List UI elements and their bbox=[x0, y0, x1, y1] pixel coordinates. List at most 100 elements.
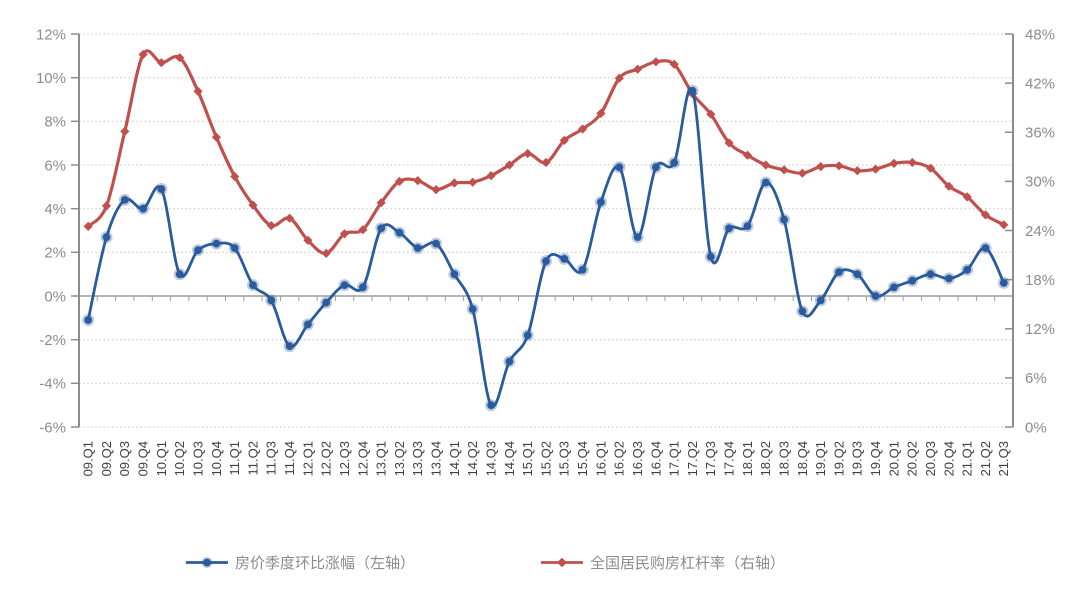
price-qoq-point-marker bbox=[816, 296, 825, 305]
leverage-ratio-point-marker bbox=[852, 166, 862, 176]
x-axis-tick-label: 10.Q1 bbox=[154, 441, 169, 476]
price-qoq-series-line bbox=[86, 87, 1006, 408]
leverage-ratio-point-marker bbox=[706, 109, 716, 119]
x-axis-tick-label: 11.Q1 bbox=[227, 441, 242, 475]
right-axis-tick-label: 30% bbox=[1025, 174, 1055, 191]
leverage-ratio-point-marker bbox=[358, 225, 368, 235]
price-qoq-point-marker bbox=[359, 283, 367, 292]
x-axis-tick-label: 18.Q1 bbox=[740, 441, 755, 476]
price-qoq-point-marker bbox=[963, 265, 972, 274]
leverage-ratio-point-marker bbox=[120, 126, 130, 136]
legend-item-leverage-ratio: 全国居民购房杠杆率（右轴） bbox=[541, 552, 785, 573]
price-qoq-point-marker bbox=[505, 357, 514, 366]
x-axis-tick-label: 12.Q1 bbox=[300, 441, 315, 476]
right-axis-tick-label: 0% bbox=[1025, 419, 1047, 436]
leverage-ratio-point-marker bbox=[999, 220, 1009, 230]
price-qoq-point-marker bbox=[304, 320, 312, 329]
leverage-ratio-point-marker bbox=[944, 181, 954, 191]
leverage-ratio-point-marker bbox=[211, 132, 221, 142]
x-axis-tick-label: 15.Q3 bbox=[557, 441, 572, 476]
price-qoq-point-marker bbox=[120, 196, 129, 204]
x-axis-tick-label: 20.Q2 bbox=[905, 441, 920, 476]
price-qoq-point-marker bbox=[175, 270, 184, 279]
price-qoq-point-marker bbox=[999, 279, 1008, 287]
leverage-ratio-point-marker bbox=[83, 221, 93, 231]
left-axis-tick-label: -2% bbox=[39, 332, 66, 349]
leverage-ratio-point-marker bbox=[834, 161, 844, 171]
x-axis-tick-label: 17.Q3 bbox=[703, 441, 718, 476]
price-qoq-point-marker bbox=[871, 292, 880, 300]
x-axis-tick-label: 21.Q2 bbox=[978, 441, 993, 476]
price-qoq-point-marker bbox=[725, 224, 733, 233]
x-axis-tick-label: 15.Q2 bbox=[538, 441, 553, 476]
x-axis-tick-label: 17.Q2 bbox=[685, 441, 700, 476]
leverage-ratio-point-marker bbox=[596, 108, 606, 118]
price-qoq-point-marker bbox=[798, 307, 807, 316]
price-qoq-point-marker bbox=[194, 246, 202, 255]
x-axis-tick-label: 14.Q1 bbox=[447, 441, 462, 476]
leverage-ratio-series-line bbox=[86, 49, 1006, 256]
x-axis-tick-label: 16.Q4 bbox=[648, 441, 663, 476]
x-axis-tick-label: 10.Q3 bbox=[190, 441, 205, 476]
price-qoq-point-marker bbox=[340, 281, 349, 289]
leverage-ratio-point-marker bbox=[761, 160, 771, 170]
left-axis-tick-label: -6% bbox=[39, 419, 66, 436]
leverage-ratio-point-marker bbox=[633, 64, 643, 74]
x-axis-tick-label: 18.Q4 bbox=[795, 441, 810, 476]
right-axis-tick-label: 36% bbox=[1025, 125, 1055, 142]
price-qoq-point-marker bbox=[102, 233, 111, 242]
leverage-ratio-point-marker bbox=[486, 171, 496, 181]
leverage-ratio-point-marker bbox=[669, 59, 679, 69]
x-axis-tick-label: 17.Q1 bbox=[667, 441, 682, 476]
x-axis-tick-label: 17.Q4 bbox=[722, 441, 737, 476]
leverage-ratio-point-marker bbox=[266, 221, 276, 231]
x-axis-tick-label: 21.Q1 bbox=[960, 441, 975, 476]
price-qoq-point-marker bbox=[981, 244, 990, 252]
price-qoq-point-marker bbox=[450, 270, 459, 279]
price-qoq-point-marker bbox=[578, 265, 587, 274]
x-axis-tick-label: 09.Q4 bbox=[136, 441, 151, 476]
price-qoq-point-marker bbox=[468, 305, 477, 313]
leverage-ratio-point-marker bbox=[559, 135, 569, 145]
x-axis-tick-label: 19.Q2 bbox=[831, 441, 846, 476]
price-qoq-point-marker bbox=[157, 185, 166, 193]
price-qoq-point-marker bbox=[597, 198, 605, 207]
price-qoq-point-marker bbox=[395, 228, 404, 237]
price-qoq-point-marker bbox=[853, 270, 862, 279]
right-axis-tick-label: 18% bbox=[1025, 272, 1055, 289]
left-axis-tick-label: 0% bbox=[44, 288, 66, 305]
x-axis-tick-label: 14.Q3 bbox=[484, 441, 499, 476]
leverage-ratio-point-marker bbox=[651, 57, 661, 67]
leverage-ratio-point-marker bbox=[230, 171, 240, 182]
leverage-ratio-point-marker bbox=[578, 124, 588, 134]
left-axis-tick-label: 10% bbox=[36, 70, 66, 87]
leverage-ratio-point-marker bbox=[742, 150, 753, 160]
price-qoq-point-marker bbox=[84, 316, 93, 324]
left-axis-tick-label: -4% bbox=[39, 376, 66, 393]
leverage-ratio-point-marker bbox=[816, 162, 826, 172]
x-axis-tick-label: 12.Q3 bbox=[337, 441, 352, 476]
leverage-ratio-point-marker bbox=[376, 198, 386, 208]
right-axis-tick-label: 48% bbox=[1025, 26, 1055, 43]
leverage-ratio-point-marker bbox=[980, 210, 991, 220]
price-qoq-point-marker bbox=[633, 233, 642, 242]
left-axis-tick-label: 8% bbox=[44, 114, 66, 131]
left-axis-tick-label: 2% bbox=[44, 245, 66, 262]
leverage-ratio-point-marker bbox=[926, 163, 936, 173]
leverage-ratio-point-marker bbox=[504, 160, 514, 170]
price-qoq-point-marker bbox=[945, 274, 953, 283]
right-axis-tick-label: 12% bbox=[1025, 321, 1055, 338]
chart-legend: 房价季度环比涨幅（左轴） 全国居民购房杠杆率（右轴） bbox=[0, 552, 1080, 573]
price-qoq-point-marker bbox=[652, 163, 660, 172]
leverage-ratio-point-marker bbox=[413, 176, 423, 186]
x-axis-tick-label: 09.Q3 bbox=[117, 441, 132, 476]
x-axis-tick-label: 13.Q3 bbox=[410, 441, 425, 476]
legend-label-leverage-ratio: 全国居民购房杠杆率（右轴） bbox=[590, 555, 786, 572]
leverage-ratio-point-marker bbox=[321, 248, 331, 258]
x-axis-tick-label: 15.Q1 bbox=[520, 441, 535, 476]
x-axis-tick-label: 14.Q4 bbox=[502, 441, 517, 476]
price-qoq-point-marker bbox=[688, 86, 697, 95]
price-qoq-point-marker bbox=[212, 239, 221, 248]
x-axis-tick-label: 20.Q4 bbox=[941, 441, 956, 476]
price-qoq-point-marker bbox=[523, 331, 532, 340]
